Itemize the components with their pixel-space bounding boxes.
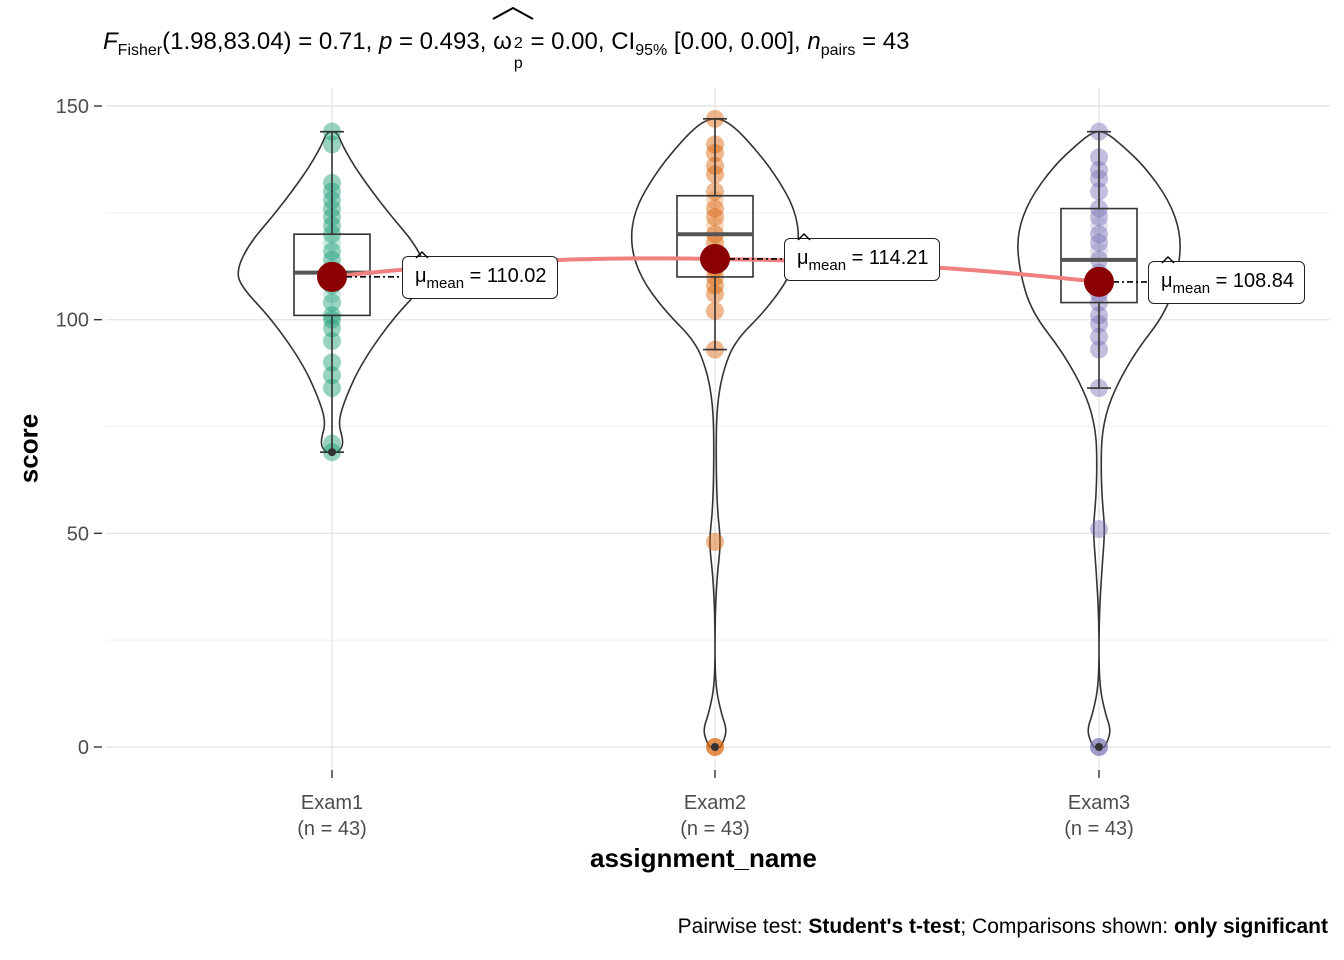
caption-middle: ; Comparisons shown: [960,915,1174,938]
title-n-sub: pairs [820,42,856,59]
data-point [323,293,341,312]
mean-label-exam2: μmean = 114.21 [784,232,940,281]
violin-exam3 [1017,130,1181,748]
mean-label-exam1: μmean = 110.02 [402,250,558,299]
title-effect: = 0.00, CI [523,28,636,55]
title-effect-symbol: ω [493,28,512,55]
title-p-symbol: p [378,28,393,55]
x-tick-label: Exam2 [684,792,746,814]
mean-value: = 114.21 [846,246,929,269]
data-point [1090,242,1108,261]
title-effect-sub: p [513,55,523,72]
data-point [706,208,724,227]
y-axis-label: score [13,413,44,484]
mean-point-exam1 [317,261,347,292]
caption-shown: only significant [1173,915,1328,938]
x-tick-count: (n = 43) [1064,818,1133,840]
mean-value: = 108.84 [1210,269,1295,292]
data-point [1090,520,1108,539]
mean-label-exam3: μmean = 108.84 [1148,255,1306,304]
title-df: (1.98,83.04) = 0.71, [162,28,379,55]
caption-prefix: Pairwise test: [677,915,809,938]
mean-point-exam2 [700,243,730,274]
data-point [1090,225,1108,244]
title-n-symbol: n [807,28,821,55]
x-axis: Exam1 (n = 43) Exam2 (n = 43) Exam3 (n = 43) [297,770,1134,840]
title-n: = 43 [855,28,910,55]
x-tick-count: (n = 43) [680,818,749,840]
outlier-point [1095,743,1103,751]
y-tick-label: 50 [67,523,89,545]
data-point [706,532,724,551]
y-tick-label: 0 [78,737,89,759]
mu-hat-symbol: μ [797,232,811,270]
mean-subscript: mean [1172,279,1211,297]
y-tick-label: 150 [56,96,89,118]
caption-test: Student's t-test [808,915,961,938]
title-effect-sup: 2 [513,35,523,52]
box-iqr [676,194,754,278]
box-iqr [293,233,371,317]
x-tick-label: Exam3 [1068,792,1130,814]
mean-point-exam3 [1084,266,1114,297]
mu-hat-symbol: μ [415,250,429,288]
x-tick-count: (n = 43) [297,818,366,840]
x-tick-label: Exam1 [301,792,363,814]
y-tick-label: 100 [56,310,89,332]
mean-subscript: mean [808,256,847,274]
data-point [323,242,341,261]
title-ci: [0.00, 0.00], [667,28,808,55]
title-ci-sub: 95% [635,42,668,59]
title-stat-symbol: F [103,28,118,55]
data-point [706,199,724,218]
data-point [1090,233,1108,252]
violin-exam1 [237,130,427,453]
data-point [323,233,341,252]
mu-hat-symbol: μ [1161,255,1175,293]
y-axis: 0 50 100 150 [56,96,102,759]
x-axis-label: assignment_name [590,843,817,873]
data-point [1090,216,1108,235]
data-point [706,216,724,235]
title-p: = 0.493, [392,28,494,55]
outlier-point [711,743,719,751]
data-point [1090,208,1108,227]
title-stat-subscript: Fisher [117,42,163,59]
box-iqr [1060,207,1138,304]
chart-caption: Pairwise test: Student's t-test; Compari… [678,915,1328,939]
chart-title: FFisher(1.98,83.04) = 0.71, p = 0.493, ω… [103,6,910,72]
mean-subscript: mean [426,274,465,292]
hat-icon [492,6,534,20]
mean-value: = 110.02 [464,264,547,287]
